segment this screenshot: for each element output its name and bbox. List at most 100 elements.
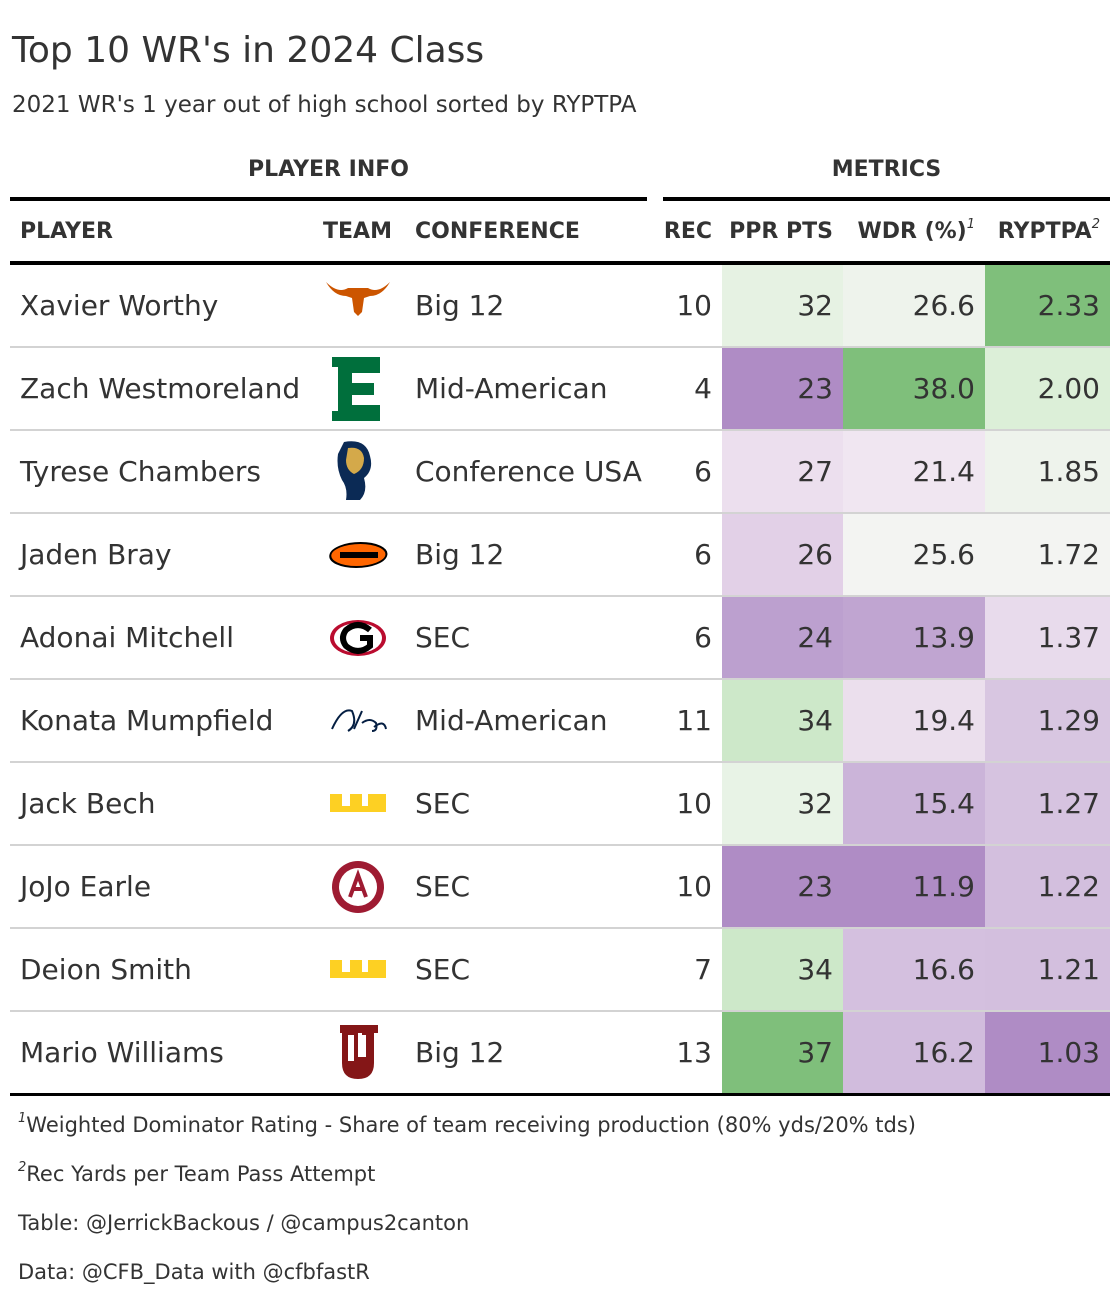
column-header: RYPTPA2 (985, 217, 1110, 244)
row-divider (10, 429, 1110, 431)
footnote-mark: 2 (18, 1160, 27, 1175)
metric-value: 27 (722, 431, 843, 512)
row-divider (10, 1010, 1110, 1012)
column-label: RYPTPA (997, 219, 1092, 244)
column-label: WDR (%) (857, 219, 967, 244)
metric-value: 2.00 (985, 348, 1110, 429)
team-logo (310, 514, 405, 595)
player-name: Xavier Worthy (20, 289, 219, 322)
source-note: Data: @CFB_Data with @cfbfastR (18, 1260, 370, 1284)
metric-value: 26.6 (843, 265, 985, 346)
metric-value: 1.72 (985, 514, 1110, 595)
footnote-text: Weighted Dominator Rating - Share of tea… (26, 1113, 917, 1137)
team-logo (310, 929, 405, 1010)
conference: Big 12 (415, 289, 505, 322)
header-rule (10, 261, 1110, 265)
metric-value: 10 (676, 289, 712, 322)
column-label: TEAM (323, 219, 392, 244)
metric-value: 23 (722, 348, 843, 429)
column-header: REC (655, 219, 722, 244)
conference: Big 12 (415, 1036, 505, 1069)
footnote-text: Rec Yards per Team Pass Attempt (26, 1162, 376, 1186)
team-logo (310, 265, 405, 346)
team-logo (310, 348, 405, 429)
spanner-rule (663, 197, 1110, 201)
conference: SEC (415, 953, 471, 986)
team-logo (310, 1012, 405, 1093)
player-name: Adonai Mitchell (20, 621, 234, 654)
metric-value: 32 (722, 763, 843, 844)
column-header: TEAM (310, 219, 405, 244)
metric-value: 6 (694, 538, 712, 571)
conference: Mid-American (415, 372, 608, 405)
conference: SEC (415, 870, 471, 903)
metric-value: 16.2 (843, 1012, 985, 1093)
logo (337, 440, 371, 500)
player-name: Deion Smith (20, 953, 192, 986)
footnote-mark: 1 (966, 217, 975, 232)
metric-value: 4 (694, 372, 712, 405)
subtitle: 2021 WR's 1 year out of high school sort… (12, 92, 637, 118)
metric-value: 38.0 (843, 348, 985, 429)
metric-value: 26 (722, 514, 843, 595)
logo (339, 1024, 378, 1079)
team-logo (310, 597, 405, 678)
column-label: CONFERENCE (415, 219, 580, 244)
column-header: PPR PTS (722, 219, 843, 244)
metric-value: 10 (676, 870, 712, 903)
metric-value: 11 (676, 704, 712, 737)
spanner-label: PLAYER INFO (248, 157, 409, 182)
metric-value: 6 (694, 455, 712, 488)
bottom-rule (10, 1093, 1110, 1096)
player-name: Jaden Bray (20, 538, 172, 571)
player-name: Jack Bech (20, 787, 156, 820)
metric-value: 2.33 (985, 265, 1110, 346)
player-name: Zach Westmoreland (20, 372, 301, 405)
column-label: PPR PTS (729, 219, 833, 244)
team-logo (310, 431, 405, 512)
column-header: CONFERENCE (405, 219, 655, 244)
logo (325, 281, 390, 316)
column-header: PLAYER (10, 219, 310, 244)
logo (330, 708, 387, 732)
metric-value: 34 (722, 929, 843, 1010)
spanner-label: METRICS (831, 157, 942, 182)
row-divider (10, 844, 1110, 846)
row-divider (10, 761, 1110, 763)
footnote-mark: 2 (1091, 217, 1100, 232)
conference: SEC (415, 787, 471, 820)
column-header: WDR (%)1 (843, 217, 985, 244)
conference: SEC (415, 621, 471, 654)
row-divider (10, 595, 1110, 597)
player-name: Tyrese Chambers (20, 455, 261, 488)
source-note: Table: @JerrickBackous / @campus2canton (18, 1211, 470, 1235)
metric-value: 13.9 (843, 597, 985, 678)
team-logo (310, 680, 405, 761)
logo (329, 619, 386, 656)
conference: Big 12 (415, 538, 505, 571)
conference: Mid-American (415, 704, 608, 737)
column-label: PLAYER (20, 219, 113, 244)
player-name: Konata Mumpfield (20, 704, 274, 737)
logo (328, 541, 387, 568)
metric-value: 1.27 (985, 763, 1110, 844)
title: Top 10 WR's in 2024 Class (12, 30, 485, 71)
footnote-mark: 1 (18, 1111, 27, 1126)
metric-value: 23 (722, 846, 843, 927)
metric-value: 37 (722, 1012, 843, 1093)
metric-value: 11.9 (843, 846, 985, 927)
player-name: Mario Williams (20, 1036, 224, 1069)
metric-value: 1.37 (985, 597, 1110, 678)
metric-value: 21.4 (843, 431, 985, 512)
team-logo (310, 763, 405, 844)
metric-value: 34 (722, 680, 843, 761)
metric-value: 6 (694, 621, 712, 654)
row-divider (10, 512, 1110, 514)
metric-value: 1.29 (985, 680, 1110, 761)
player-name: JoJo Earle (20, 870, 152, 903)
footnote: 1Weighted Dominator Rating - Share of te… (18, 1111, 917, 1137)
metric-value: 7 (694, 953, 712, 986)
metric-value: 1.21 (985, 929, 1110, 1010)
team-logo (310, 846, 405, 927)
metric-value: 16.6 (843, 929, 985, 1010)
